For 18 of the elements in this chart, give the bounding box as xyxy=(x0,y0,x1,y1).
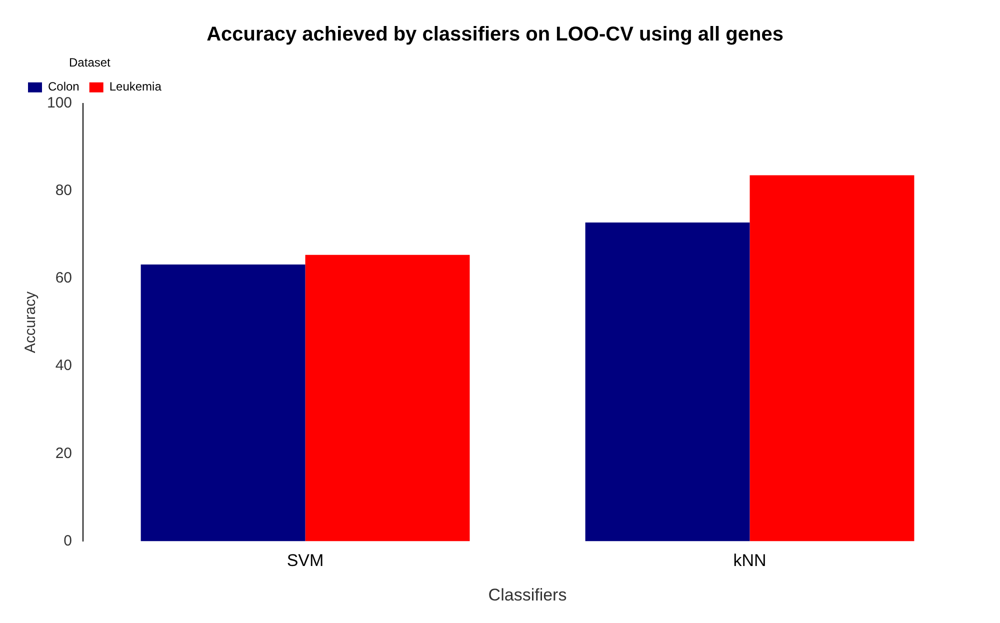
y-tick-label: 40 xyxy=(55,357,72,374)
bar xyxy=(750,175,914,542)
y-tick-label: 0 xyxy=(64,532,72,550)
y-tick-label: 100 xyxy=(46,94,72,112)
y-tick-label: 20 xyxy=(55,444,72,462)
x-tick-label: kNN xyxy=(733,551,766,570)
bar xyxy=(585,222,750,542)
x-axis-title: Classifiers xyxy=(488,585,567,604)
chart-title: Accuracy achieved by classifiers on LOO-CV using all genes xyxy=(206,24,784,46)
x-tick-label: SVM xyxy=(286,551,324,570)
y-tick-label: 80 xyxy=(55,182,72,200)
y-tick-label: 60 xyxy=(55,270,72,287)
bar xyxy=(140,264,306,542)
y-axis-title: Accuracy xyxy=(22,290,40,354)
legend-label: Leukemia xyxy=(109,80,162,94)
legend-label: Colon xyxy=(48,80,80,94)
bar xyxy=(305,254,470,542)
legend-title: Dataset xyxy=(69,55,112,70)
